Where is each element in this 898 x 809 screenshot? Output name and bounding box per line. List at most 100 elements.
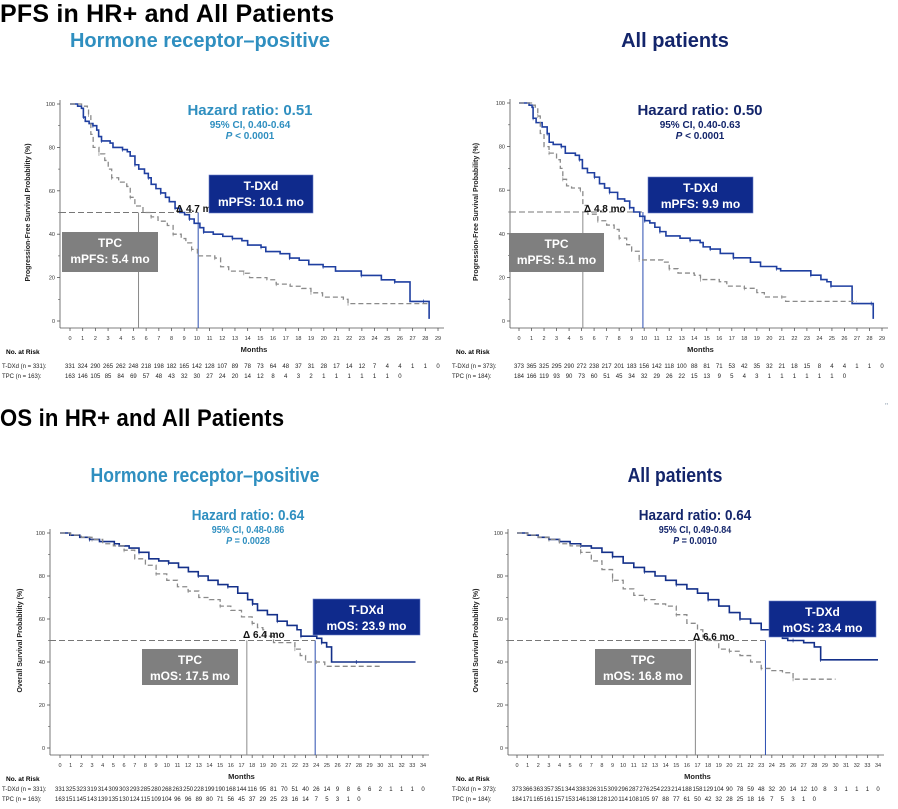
hazard-ratio-block: Hazard ratio: 0.64 95% CI, 0.49-0.84 P = 0… [623,507,767,546]
at-risk-count: 28 [726,797,733,803]
x-tick-label: 23 [804,336,810,342]
at-risk-count: 7 [372,364,377,370]
at-risk-count: 366 [522,787,533,793]
x-tick-label: 21 [333,336,339,342]
x-tick-label: 15 [704,336,710,342]
at-risk-count: 1 [865,787,870,793]
at-risk-count: 365 [526,364,537,370]
at-risk-count: 96 [184,797,192,803]
at-risk-count: 363 [533,787,544,793]
x-tick-label: 27 [345,763,351,769]
at-risk-count: 7 [770,797,774,803]
km-curve-tdxd [517,532,878,661]
at-risk-count: 85 [104,374,112,380]
y-tick-label: 0 [500,746,503,752]
x-tick-label: 18 [249,763,255,769]
p-value: P < 0.0001 [620,131,780,142]
at-risk-count: 3 [296,374,301,380]
x-tick-label: 22 [791,336,797,342]
at-risk-count: 276 [639,787,650,793]
at-risk-count: 105 [90,374,101,380]
at-risk-count: 0 [436,364,440,370]
x-tick-label: 3 [107,336,110,342]
x-tick-label: 32 [399,763,405,769]
at-risk-count: 357 [543,787,554,793]
x-tick-label: 23 [359,336,365,342]
at-risk-count: 14 [244,374,251,380]
x-tick-label: 1 [69,763,72,769]
x-tick-label: 19 [260,763,266,769]
x-tick-label: 23 [758,763,764,769]
at-risk-count: 8 [346,787,350,793]
at-risk-count: 14 [302,797,309,803]
at-risk-count: 48 [757,787,765,793]
x-tick-label: 7 [157,336,160,342]
at-risk-count: 12 [358,364,366,370]
at-risk-count: 1 [855,364,859,370]
y-tick-label: 100 [496,101,505,107]
tdxd-box-median: mOS: 23.9 mo [326,619,406,633]
at-risk-count: 290 [90,364,101,370]
at-risk-count: 15 [690,374,698,380]
x-tick-label: 21 [737,763,743,769]
at-risk-count: 1 [372,374,377,380]
x-tick-label: 28 [356,763,362,769]
at-risk-count: 146 [575,797,586,803]
tpc-median-box [62,232,158,272]
x-tick-label: 18 [295,336,301,342]
x-tick-label: 6 [593,336,596,342]
at-risk-count: 1 [844,787,848,793]
tpc-median-box [595,649,691,685]
x-tick-label: 9 [630,336,633,342]
at-risk-count: 81 [270,787,277,793]
hazard-ratio-block: Hazard ratio: 0.50 95% CI, 0.40-0.63 P < 0… [620,102,780,142]
y-tick-label: 80 [39,574,45,580]
at-risk-count: 331 [64,364,76,370]
x-tick-label: 13 [652,763,658,769]
at-risk-count: 16 [757,797,765,803]
at-risk-count: 287 [628,787,639,793]
y-tick-label: 40 [49,232,55,238]
x-tick-label: 17 [238,763,244,769]
at-risk-count: 100 [676,364,687,370]
x-tick-label: 21 [281,763,287,769]
at-risk-count: 9 [335,787,340,793]
at-risk-count: 0 [812,797,816,803]
at-risk-count: 4 [742,374,746,380]
at-risk-row: TPC (n = 184): 184 171 165 161 157 153 146 138 12… [0,797,898,807]
x-tick-label: 20 [321,336,327,342]
x-tick-label: 26 [335,763,341,769]
y-tick-label: 100 [46,102,55,108]
x-tick-label: 10 [194,336,200,342]
at-risk-count: 142 [651,364,662,370]
x-tick-label: 17 [694,763,700,769]
at-risk-row-label: T-DXd (n = 331): [2,364,47,370]
at-risk-count: 265 [103,364,114,370]
y-tick-label: 80 [49,145,55,151]
x-tick-label: 1 [526,763,529,769]
x-tick-label: 24 [313,763,319,769]
x-tick-label: 4 [558,763,561,769]
at-risk-row-label: T-DXd (n = 373): [452,364,497,370]
x-tick-label: 17 [729,336,735,342]
x-tick-label: 31 [843,763,849,769]
at-risk-count: 73 [578,374,585,380]
at-risk-count: 89 [195,797,203,803]
at-risk-count: 50 [694,797,701,803]
at-risk-count: 145 [76,797,87,803]
at-risk-count: 1 [767,374,772,380]
at-risk-count: 32 [715,797,723,803]
at-risk-count: 4 [398,364,402,370]
at-risk-count: 1 [855,787,859,793]
at-risk-count: 96 [174,797,181,803]
at-risk-count: 27 [206,374,213,380]
x-tick-label: 24 [371,336,377,342]
x-axis-label: Months [684,772,711,781]
x-tick-label: 31 [388,763,394,769]
at-risk-count: 138 [586,797,597,803]
at-risk-count: 184 [511,797,523,803]
at-risk-count: 315 [596,787,607,793]
x-tick-label: 7 [133,763,136,769]
at-risk-count: 81 [703,364,711,370]
